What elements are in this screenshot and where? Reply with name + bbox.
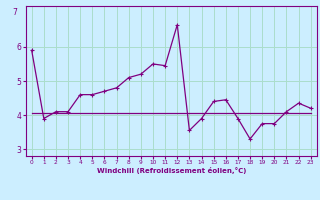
Text: 7: 7 [12, 8, 17, 17]
X-axis label: Windchill (Refroidissement éolien,°C): Windchill (Refroidissement éolien,°C) [97, 167, 246, 174]
